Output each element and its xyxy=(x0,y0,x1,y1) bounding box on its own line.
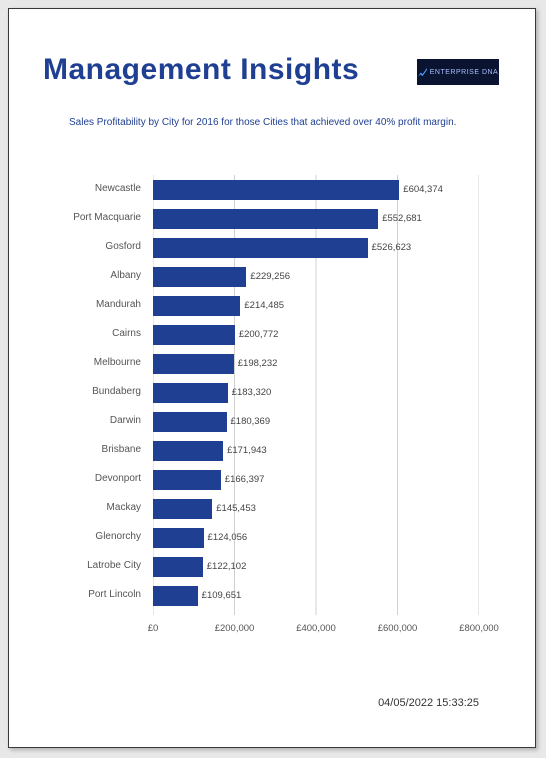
chart-bar xyxy=(153,296,240,316)
chart-row: Albany £229,256 xyxy=(39,262,509,291)
chart-value-label: £552,681 xyxy=(382,204,422,233)
chart-value-label: £122,102 xyxy=(207,552,247,581)
chart-bar xyxy=(153,586,198,606)
chart-x-tick: £400,000 xyxy=(296,623,336,634)
chart-x-tick: £0 xyxy=(148,623,159,634)
chart-bar xyxy=(153,499,212,519)
chart-row: Latrobe City £122,102 xyxy=(39,552,509,581)
chart-bar xyxy=(153,267,246,287)
chart-row: Newcastle £604,374 xyxy=(39,175,509,204)
chart-category-label: Latrobe City xyxy=(39,552,147,579)
chart-category-label: Mandurah xyxy=(39,291,147,318)
chart-bar xyxy=(153,354,234,374)
chart-category-label: Glenorchy xyxy=(39,523,147,550)
logo-icon xyxy=(418,68,427,77)
report-timestamp: 04/05/2022 15:33:25 xyxy=(378,697,479,709)
chart-category-label: Gosford xyxy=(39,233,147,260)
chart-bar xyxy=(153,557,203,577)
chart-value-label: £214,485 xyxy=(244,291,284,320)
chart-x-tick: £600,000 xyxy=(378,623,418,634)
chart-row: Darwin £180,369 xyxy=(39,407,509,436)
chart-category-label: Darwin xyxy=(39,407,147,434)
chart-category-label: Bundaberg xyxy=(39,378,147,405)
chart-bar xyxy=(153,180,399,200)
chart-bar xyxy=(153,383,228,403)
chart-category-label: Albany xyxy=(39,262,147,289)
chart-value-label: £171,943 xyxy=(227,436,267,465)
chart-bar xyxy=(153,470,221,490)
chart-value-label: £180,369 xyxy=(231,407,271,436)
chart-bar xyxy=(153,325,235,345)
chart-category-label: Newcastle xyxy=(39,175,147,202)
chart-category-label: Cairns xyxy=(39,320,147,347)
chart-value-label: £124,056 xyxy=(208,523,248,552)
chart-row: Mackay £145,453 xyxy=(39,494,509,523)
chart-row: Melbourne £198,232 xyxy=(39,349,509,378)
chart-row: Glenorchy £124,056 xyxy=(39,523,509,552)
chart-row: Cairns £200,772 xyxy=(39,320,509,349)
chart-row: Port Lincoln £109,651 xyxy=(39,581,509,610)
report-header: Management Insights ENTERPRISE DNA xyxy=(43,53,505,97)
chart-value-label: £166,397 xyxy=(225,465,265,494)
chart-row: Bundaberg £183,320 xyxy=(39,378,509,407)
chart-row: Devonport £166,397 xyxy=(39,465,509,494)
chart-value-label: £200,772 xyxy=(239,320,279,349)
report-subtitle: Sales Profitability by City for 2016 for… xyxy=(69,117,495,128)
chart-value-label: £109,651 xyxy=(202,581,242,610)
chart-category-label: Brisbane xyxy=(39,436,147,463)
page-title: Management Insights xyxy=(43,53,359,86)
chart-category-label: Mackay xyxy=(39,494,147,521)
chart-bar xyxy=(153,238,368,258)
chart-value-label: £526,623 xyxy=(372,233,412,262)
chart-row: Brisbane £171,943 xyxy=(39,436,509,465)
chart-x-axis: £0£200,000£400,000£600,000£800,000 xyxy=(153,619,479,637)
chart-bar xyxy=(153,441,223,461)
chart-value-label: £198,232 xyxy=(238,349,278,378)
chart-category-label: Melbourne xyxy=(39,349,147,376)
chart-category-label: Port Lincoln xyxy=(39,581,147,608)
chart-row: Gosford £526,623 xyxy=(39,233,509,262)
chart-row: Port Macquarie £552,681 xyxy=(39,204,509,233)
profitability-chart: £0 £200,000 £400,000 £600,000 £800,000 Newca… xyxy=(39,161,509,661)
chart-bar xyxy=(153,209,378,229)
chart-category-label: Port Macquarie xyxy=(39,204,147,231)
chart-bar xyxy=(153,412,227,432)
chart-value-label: £604,374 xyxy=(403,175,443,204)
chart-x-tick: £200,000 xyxy=(215,623,255,634)
brand-name: ENTERPRISE DNA xyxy=(430,69,498,76)
chart-value-label: £183,320 xyxy=(232,378,272,407)
brand-logo: ENTERPRISE DNA xyxy=(417,59,499,85)
chart-value-label: £145,453 xyxy=(216,494,256,523)
report-page: Management Insights ENTERPRISE DNA Sales… xyxy=(8,8,536,748)
chart-row: Mandurah £214,485 xyxy=(39,291,509,320)
chart-x-tick: £800,000 xyxy=(459,623,499,634)
chart-bar xyxy=(153,528,204,548)
chart-value-label: £229,256 xyxy=(250,262,290,291)
chart-category-label: Devonport xyxy=(39,465,147,492)
